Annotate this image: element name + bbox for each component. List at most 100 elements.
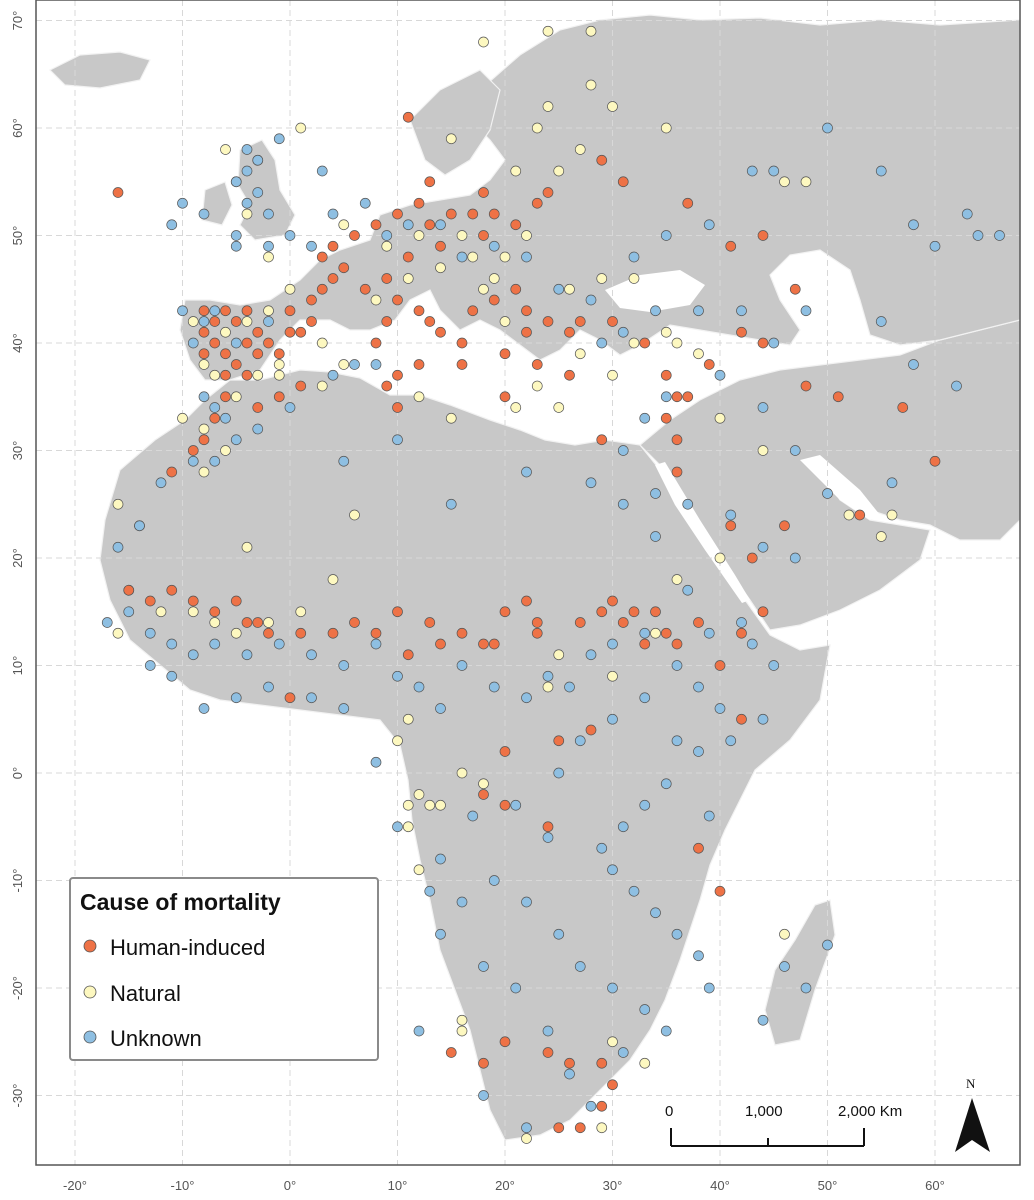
mortality-point-natural — [521, 230, 532, 241]
mortality-point-unknown — [757, 713, 769, 725]
mortality-point-unknown — [725, 509, 737, 521]
mortality-point-human — [370, 337, 382, 349]
legend-box — [69, 877, 379, 1061]
mortality-point-unknown — [875, 165, 887, 177]
mortality-point-human — [306, 316, 317, 327]
madagascar-landmass — [764, 899, 836, 1046]
mortality-point-human — [144, 595, 156, 607]
mortality-point-unknown — [574, 735, 586, 747]
mortality-point-natural — [252, 369, 264, 381]
mortality-point-unknown — [392, 434, 403, 446]
mortality-point-human — [757, 337, 769, 349]
mortality-point-human — [521, 595, 532, 607]
mortality-point-unknown — [338, 660, 350, 671]
mortality-point-unknown — [682, 498, 694, 510]
mortality-point-unknown — [435, 703, 446, 714]
mortality-point-unknown — [607, 713, 618, 725]
mortality-point-natural — [209, 369, 221, 381]
mortality-point-human — [639, 337, 651, 349]
scale-bar: 0 1,000 2,000 Km — [665, 1103, 902, 1147]
mortality-point-human — [596, 154, 608, 166]
mortality-point-natural — [531, 380, 543, 392]
latitude-label: 70° — [10, 11, 25, 31]
mortality-point-natural — [542, 681, 554, 693]
legend-swatch-human-induced — [83, 939, 97, 953]
mortality-point-unknown — [392, 821, 403, 833]
mortality-point-natural — [478, 36, 489, 48]
mortality-point-human — [607, 1079, 618, 1091]
mortality-point-human — [510, 283, 522, 295]
mortality-point-unknown — [757, 1014, 769, 1026]
mortality-point-unknown — [585, 1100, 597, 1112]
longitude-label: 10° — [388, 1178, 408, 1193]
mortality-point-natural — [338, 359, 350, 370]
mortality-point-natural — [542, 101, 554, 112]
mortality-point-unknown — [187, 455, 199, 467]
mortality-point-natural — [714, 412, 726, 424]
mortality-point-human — [381, 380, 393, 392]
mortality-point-human — [499, 746, 511, 757]
mortality-point-unknown — [617, 445, 629, 456]
mortality-point-unknown — [617, 1047, 629, 1058]
mortality-point-unknown — [768, 165, 780, 177]
mortality-point-natural — [263, 617, 274, 628]
mortality-point-natural — [456, 230, 468, 241]
mortality-point-human — [220, 305, 231, 317]
mortality-point-natural — [467, 251, 479, 263]
mortality-point-natural — [402, 821, 414, 833]
mortality-point-human — [897, 402, 909, 413]
mortality-point-unknown — [650, 488, 661, 499]
mortality-point-human — [617, 617, 629, 628]
mortality-point-unknown — [639, 799, 651, 811]
mortality-point-human — [671, 434, 683, 446]
mortality-point-human — [381, 316, 393, 327]
mortality-point-unknown — [650, 531, 661, 542]
mortality-point-unknown — [671, 735, 683, 747]
north-label: N — [966, 1076, 976, 1091]
mortality-point-natural — [295, 606, 307, 618]
mortality-point-natural — [424, 799, 436, 811]
mortality-point-unknown — [284, 402, 296, 413]
mortality-point-natural — [392, 735, 403, 747]
mortality-point-unknown — [306, 649, 317, 661]
mortality-point-natural — [187, 316, 199, 327]
mortality-point-unknown — [660, 778, 672, 790]
legend-item-human-induced: Human-induced — [83, 935, 265, 960]
mediterranean-east — [420, 370, 645, 440]
mortality-point-unknown — [521, 251, 532, 263]
mortality-point-human — [725, 240, 737, 252]
mortality-point-unknown — [822, 939, 833, 951]
latitude-label: 10° — [10, 656, 25, 676]
mortality-point-unknown — [478, 1090, 489, 1101]
mortality-point-unknown — [693, 681, 704, 693]
mortality-point-unknown — [714, 703, 726, 714]
latitude-label: -10° — [10, 869, 25, 893]
mortality-point-human — [306, 294, 317, 306]
mortality-point-human — [671, 466, 683, 478]
mortality-point-human — [660, 369, 672, 381]
mortality-point-unknown — [327, 208, 339, 220]
mortality-point-natural — [220, 326, 231, 338]
mortality-point-natural — [112, 498, 124, 510]
mortality-point-human — [929, 455, 941, 467]
mortality-point-human — [209, 337, 221, 349]
map-frame — [35, 0, 1021, 1166]
mortality-point-human — [736, 627, 747, 639]
legend-title: Cause of mortality — [80, 889, 281, 915]
mortality-point-unknown — [757, 402, 769, 413]
mortality-point-natural — [779, 176, 790, 188]
mortality-point-human — [252, 348, 264, 360]
mortality-point-unknown — [908, 219, 919, 231]
mortality-point-human — [478, 1057, 489, 1069]
mortality-point-unknown — [209, 402, 221, 413]
mortality-point-unknown — [553, 283, 565, 295]
mortality-point-natural — [553, 649, 565, 661]
mortality-point-unknown — [693, 746, 704, 757]
mortality-point-human — [478, 789, 489, 800]
latitude-label: 30° — [10, 441, 25, 461]
mortality-point-human — [574, 316, 586, 327]
scandinavia-landmass — [409, 69, 501, 176]
mortality-point-human — [392, 208, 403, 220]
mortality-point-human — [316, 251, 328, 263]
